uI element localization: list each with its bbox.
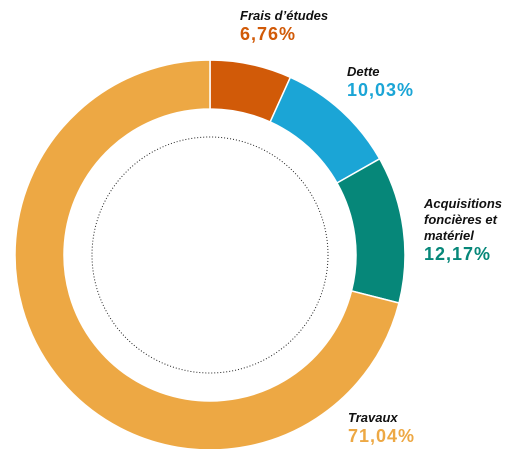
category-name: Frais d’études xyxy=(240,8,329,23)
value-label: 6,76% xyxy=(240,24,297,44)
label: Frais d’études 6,76% xyxy=(240,8,340,45)
value-label: 10,03% xyxy=(347,80,415,100)
value-label: 12,17% xyxy=(424,244,492,264)
segment xyxy=(335,157,406,304)
label: Travaux 71,04% xyxy=(348,410,448,447)
inner-ring xyxy=(91,136,329,374)
category-name: Acquisitions foncières et matériel xyxy=(424,196,503,243)
value-label: 71,04% xyxy=(348,426,416,446)
category-name: Travaux xyxy=(348,410,398,425)
label: Dette 10,03% xyxy=(347,64,447,101)
segment xyxy=(14,59,400,449)
label: Acquisitions foncières et matériel 12,17% xyxy=(424,196,515,265)
category-name: Dette xyxy=(347,64,380,79)
